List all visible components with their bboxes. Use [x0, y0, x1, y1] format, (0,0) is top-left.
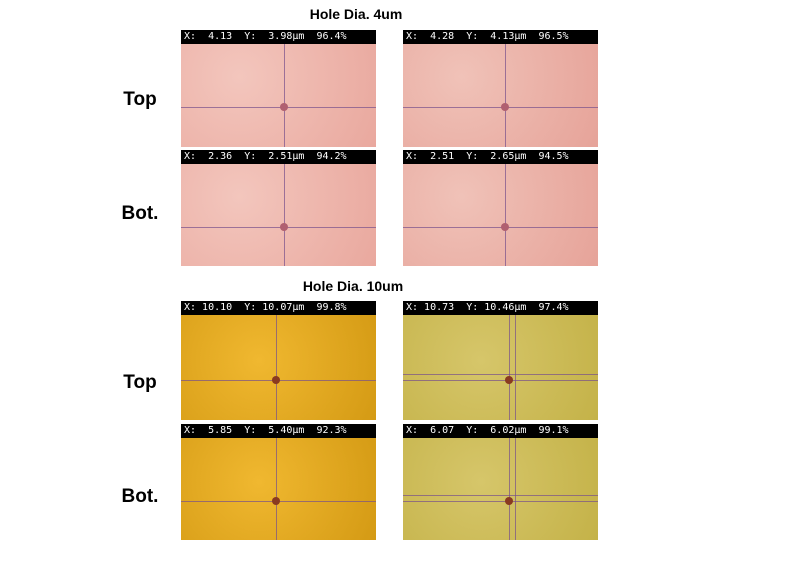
crosshair [276, 315, 277, 420]
measurement-readout: X: 10.10 Y: 10.07μm 99.8% [181, 301, 376, 315]
measurement-readout: X: 6.07 Y: 6.02μm 99.1% [403, 424, 598, 438]
micrograph: X: 4.28 Y: 4.13μm 96.5% [403, 30, 598, 147]
crosshair [403, 495, 598, 496]
row-label: Top [123, 372, 157, 393]
micrograph: X: 5.85 Y: 5.40μm 92.3% [181, 424, 376, 540]
micrograph: X: 2.36 Y: 2.51μm 94.2% [181, 150, 376, 266]
hole [501, 103, 509, 111]
measurement-readout: X: 2.36 Y: 2.51μm 94.2% [181, 150, 376, 164]
measurement-readout: X: 4.28 Y: 4.13μm 96.5% [403, 30, 598, 44]
micrograph: X: 10.73 Y: 10.46μm 97.4% [403, 301, 598, 420]
hole [272, 376, 280, 384]
hole [501, 223, 509, 231]
section-title: Hole Dia. 10um [302, 278, 404, 294]
crosshair [284, 44, 285, 147]
crosshair [181, 107, 376, 108]
crosshair [403, 501, 598, 502]
crosshair [403, 227, 598, 228]
hole [505, 376, 513, 384]
crosshair [509, 438, 510, 540]
crosshair [284, 164, 285, 266]
hole [272, 497, 280, 505]
crosshair [403, 107, 598, 108]
crosshair [403, 374, 598, 375]
row-label: Bot. [121, 486, 159, 507]
crosshair [515, 438, 516, 540]
crosshair [509, 315, 510, 420]
measurement-readout: X: 5.85 Y: 5.40μm 92.3% [181, 424, 376, 438]
micrograph: X: 2.51 Y: 2.65μm 94.5% [403, 150, 598, 266]
hole [505, 497, 513, 505]
micrograph: X: 4.13 Y: 3.98μm 96.4% [181, 30, 376, 147]
micrograph: X: 6.07 Y: 6.02μm 99.1% [403, 424, 598, 540]
crosshair [276, 438, 277, 540]
micrograph: X: 10.10 Y: 10.07μm 99.8% [181, 301, 376, 420]
measurement-readout: X: 4.13 Y: 3.98μm 96.4% [181, 30, 376, 44]
row-label: Bot. [121, 203, 159, 224]
crosshair [505, 164, 506, 266]
measurement-readout: X: 2.51 Y: 2.65μm 94.5% [403, 150, 598, 164]
hole [280, 103, 288, 111]
row-label: Top [123, 89, 157, 110]
measurement-readout: X: 10.73 Y: 10.46μm 97.4% [403, 301, 598, 315]
hole [280, 223, 288, 231]
section-title: Hole Dia. 4um [309, 6, 403, 22]
crosshair [505, 44, 506, 147]
crosshair [515, 315, 516, 420]
crosshair [181, 227, 376, 228]
crosshair [403, 380, 598, 381]
